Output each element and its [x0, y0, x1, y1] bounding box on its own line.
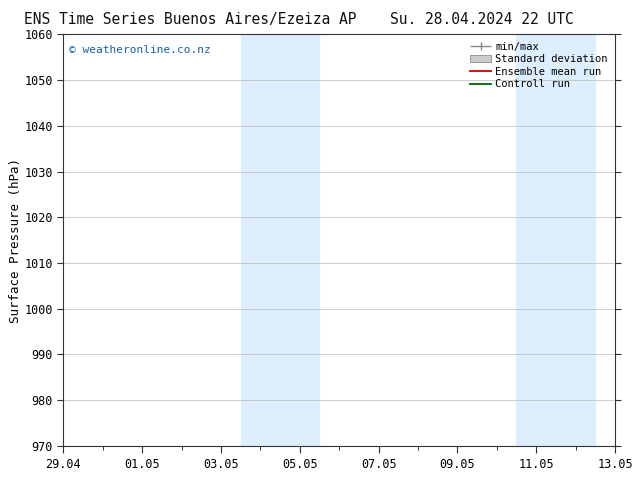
Legend: min/max, Standard deviation, Ensemble mean run, Controll run: min/max, Standard deviation, Ensemble me…: [468, 40, 610, 92]
Bar: [241, 34, 320, 446]
Text: Su. 28.04.2024 22 UTC: Su. 28.04.2024 22 UTC: [390, 12, 574, 27]
Text: ENS Time Series Buenos Aires/Ezeiza AP: ENS Time Series Buenos Aires/Ezeiza AP: [24, 12, 356, 27]
Text: © weatheronline.co.nz: © weatheronline.co.nz: [69, 45, 210, 54]
Bar: [517, 34, 595, 446]
Y-axis label: Surface Pressure (hPa): Surface Pressure (hPa): [9, 158, 22, 322]
